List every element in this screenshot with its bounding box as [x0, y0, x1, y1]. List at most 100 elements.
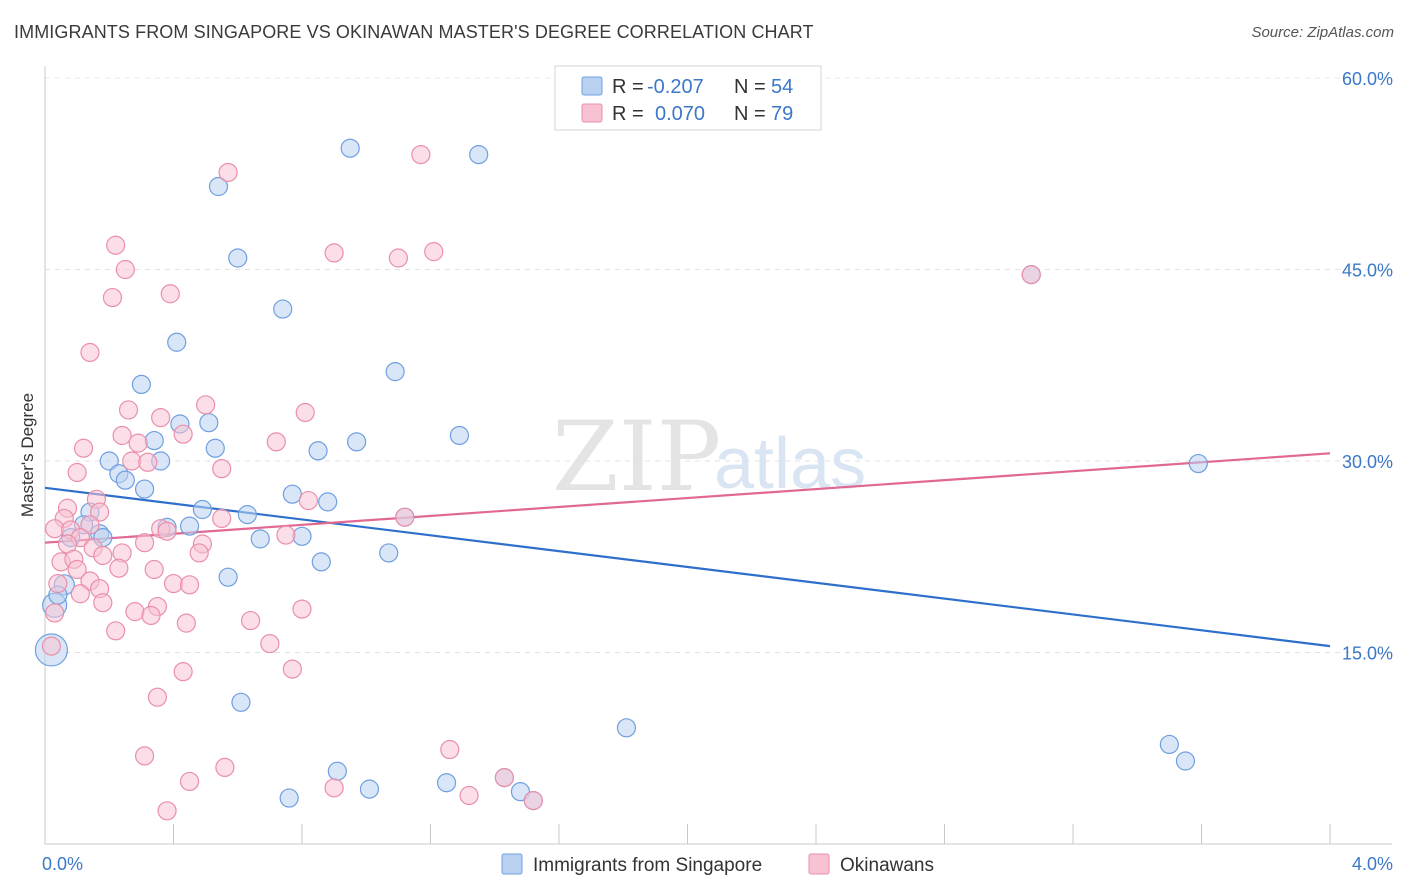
- point-singapore: [347, 432, 367, 452]
- point-okinawans: [276, 525, 296, 545]
- y-tick-labels: 15.0% 30.0% 45.0% 60.0%: [1342, 69, 1393, 664]
- point-okinawans: [298, 490, 319, 511]
- legend-n-value: 54: [771, 76, 793, 98]
- bottom-legend-label-okinawans: Okinawans: [840, 855, 934, 876]
- point-okinawans: [295, 402, 315, 423]
- point-okinawans: [196, 395, 216, 415]
- point-singapore: [218, 567, 238, 587]
- point-singapore: [231, 692, 251, 712]
- legend-n-value: 79: [771, 103, 793, 125]
- point-okinawans: [45, 603, 65, 623]
- point-okinawans: [80, 515, 100, 535]
- point-okinawans: [102, 287, 123, 308]
- point-okinawans: [73, 438, 94, 458]
- bottom-legend-swatch-okinawans: [808, 853, 830, 875]
- point-singapore: [469, 145, 489, 165]
- point-singapore: [131, 374, 151, 394]
- point-okinawans: [395, 507, 415, 527]
- legend-r-value: -0.207: [647, 76, 704, 98]
- point-okinawans: [118, 400, 139, 420]
- point-singapore: [205, 438, 225, 458]
- point-okinawans: [80, 342, 100, 363]
- point-okinawans: [144, 559, 164, 580]
- point-okinawans: [157, 521, 177, 541]
- point-okinawans: [266, 432, 286, 452]
- point-singapore: [292, 526, 312, 546]
- point-singapore: [115, 470, 135, 490]
- point-singapore: [449, 425, 470, 446]
- legend-r-value: 0.070: [655, 103, 705, 125]
- point-okinawans: [1021, 265, 1041, 285]
- point-singapore: [311, 552, 331, 572]
- point-okinawans: [93, 545, 113, 566]
- point-okinawans: [115, 259, 135, 280]
- watermark-zip: ZIP: [552, 401, 721, 513]
- point-singapore: [167, 332, 187, 352]
- point-singapore: [308, 441, 328, 461]
- point-okinawans: [212, 508, 232, 529]
- legend-swatch-singapore: [581, 76, 603, 96]
- x-tick-label-max: 4.0%: [1352, 854, 1393, 874]
- point-okinawans: [260, 633, 280, 654]
- data-points: [34, 138, 1208, 821]
- point-singapore: [199, 413, 219, 433]
- point-okinawans: [189, 543, 209, 563]
- y-tick-label: 60.0%: [1342, 69, 1393, 89]
- legend-r-label: R =: [612, 103, 644, 125]
- bottom-legend-label-singapore: Immigrants from Singapore: [533, 855, 762, 876]
- point-singapore: [282, 484, 302, 504]
- watermark: ZIP atlas: [552, 401, 866, 513]
- point-singapore: [1175, 751, 1196, 771]
- point-okinawans: [106, 621, 126, 641]
- point-okinawans: [70, 584, 90, 604]
- legend-r-label: R =: [612, 76, 644, 98]
- x-tick-label-min: 0.0%: [42, 854, 83, 874]
- point-singapore: [179, 516, 200, 536]
- point-singapore: [144, 430, 164, 451]
- point-singapore: [279, 788, 299, 808]
- point-okinawans: [179, 771, 200, 792]
- trend-line-singapore: [44, 486, 1331, 648]
- trend-line-okinawans: [44, 452, 1331, 544]
- point-okinawans: [134, 746, 155, 766]
- chart-title: IMMIGRANTS FROM SINGAPORE VS OKINAWAN MA…: [14, 22, 814, 42]
- point-singapore: [192, 499, 213, 520]
- point-okinawans: [138, 452, 158, 472]
- y-axis-label: Master's Degree: [18, 393, 37, 517]
- point-okinawans: [440, 739, 460, 760]
- point-okinawans: [173, 662, 193, 682]
- point-okinawans: [160, 284, 180, 304]
- point-okinawans: [48, 573, 68, 594]
- point-singapore: [379, 543, 399, 563]
- point-singapore: [250, 529, 270, 549]
- point-singapore: [273, 299, 293, 319]
- point-singapore: [318, 492, 338, 512]
- point-okinawans: [218, 162, 238, 183]
- gridlines: [45, 77, 1392, 653]
- point-okinawans: [157, 801, 177, 821]
- point-singapore: [385, 362, 405, 382]
- y-tick-label: 45.0%: [1342, 261, 1393, 281]
- legend-n-label: N =: [734, 103, 766, 125]
- point-okinawans: [67, 462, 87, 483]
- bottom-legend-swatch-singapore: [501, 853, 523, 875]
- point-okinawans: [324, 778, 344, 798]
- bottom-legend: Immigrants from Singapore Okinawans: [501, 853, 934, 876]
- point-okinawans: [241, 610, 261, 631]
- point-okinawans: [411, 145, 431, 165]
- point-okinawans: [324, 243, 344, 263]
- point-okinawans: [45, 519, 65, 539]
- point-okinawans: [459, 785, 479, 806]
- point-okinawans: [282, 659, 302, 679]
- point-singapore: [237, 505, 257, 525]
- point-okinawans: [141, 605, 161, 626]
- point-okinawans: [106, 235, 126, 255]
- legend-swatch-okinawans: [581, 103, 603, 123]
- axes: [44, 66, 1392, 845]
- point-okinawans: [173, 424, 193, 444]
- point-okinawans: [109, 558, 129, 578]
- point-singapore: [99, 451, 119, 471]
- point-okinawans: [176, 613, 196, 633]
- point-okinawans: [151, 407, 171, 428]
